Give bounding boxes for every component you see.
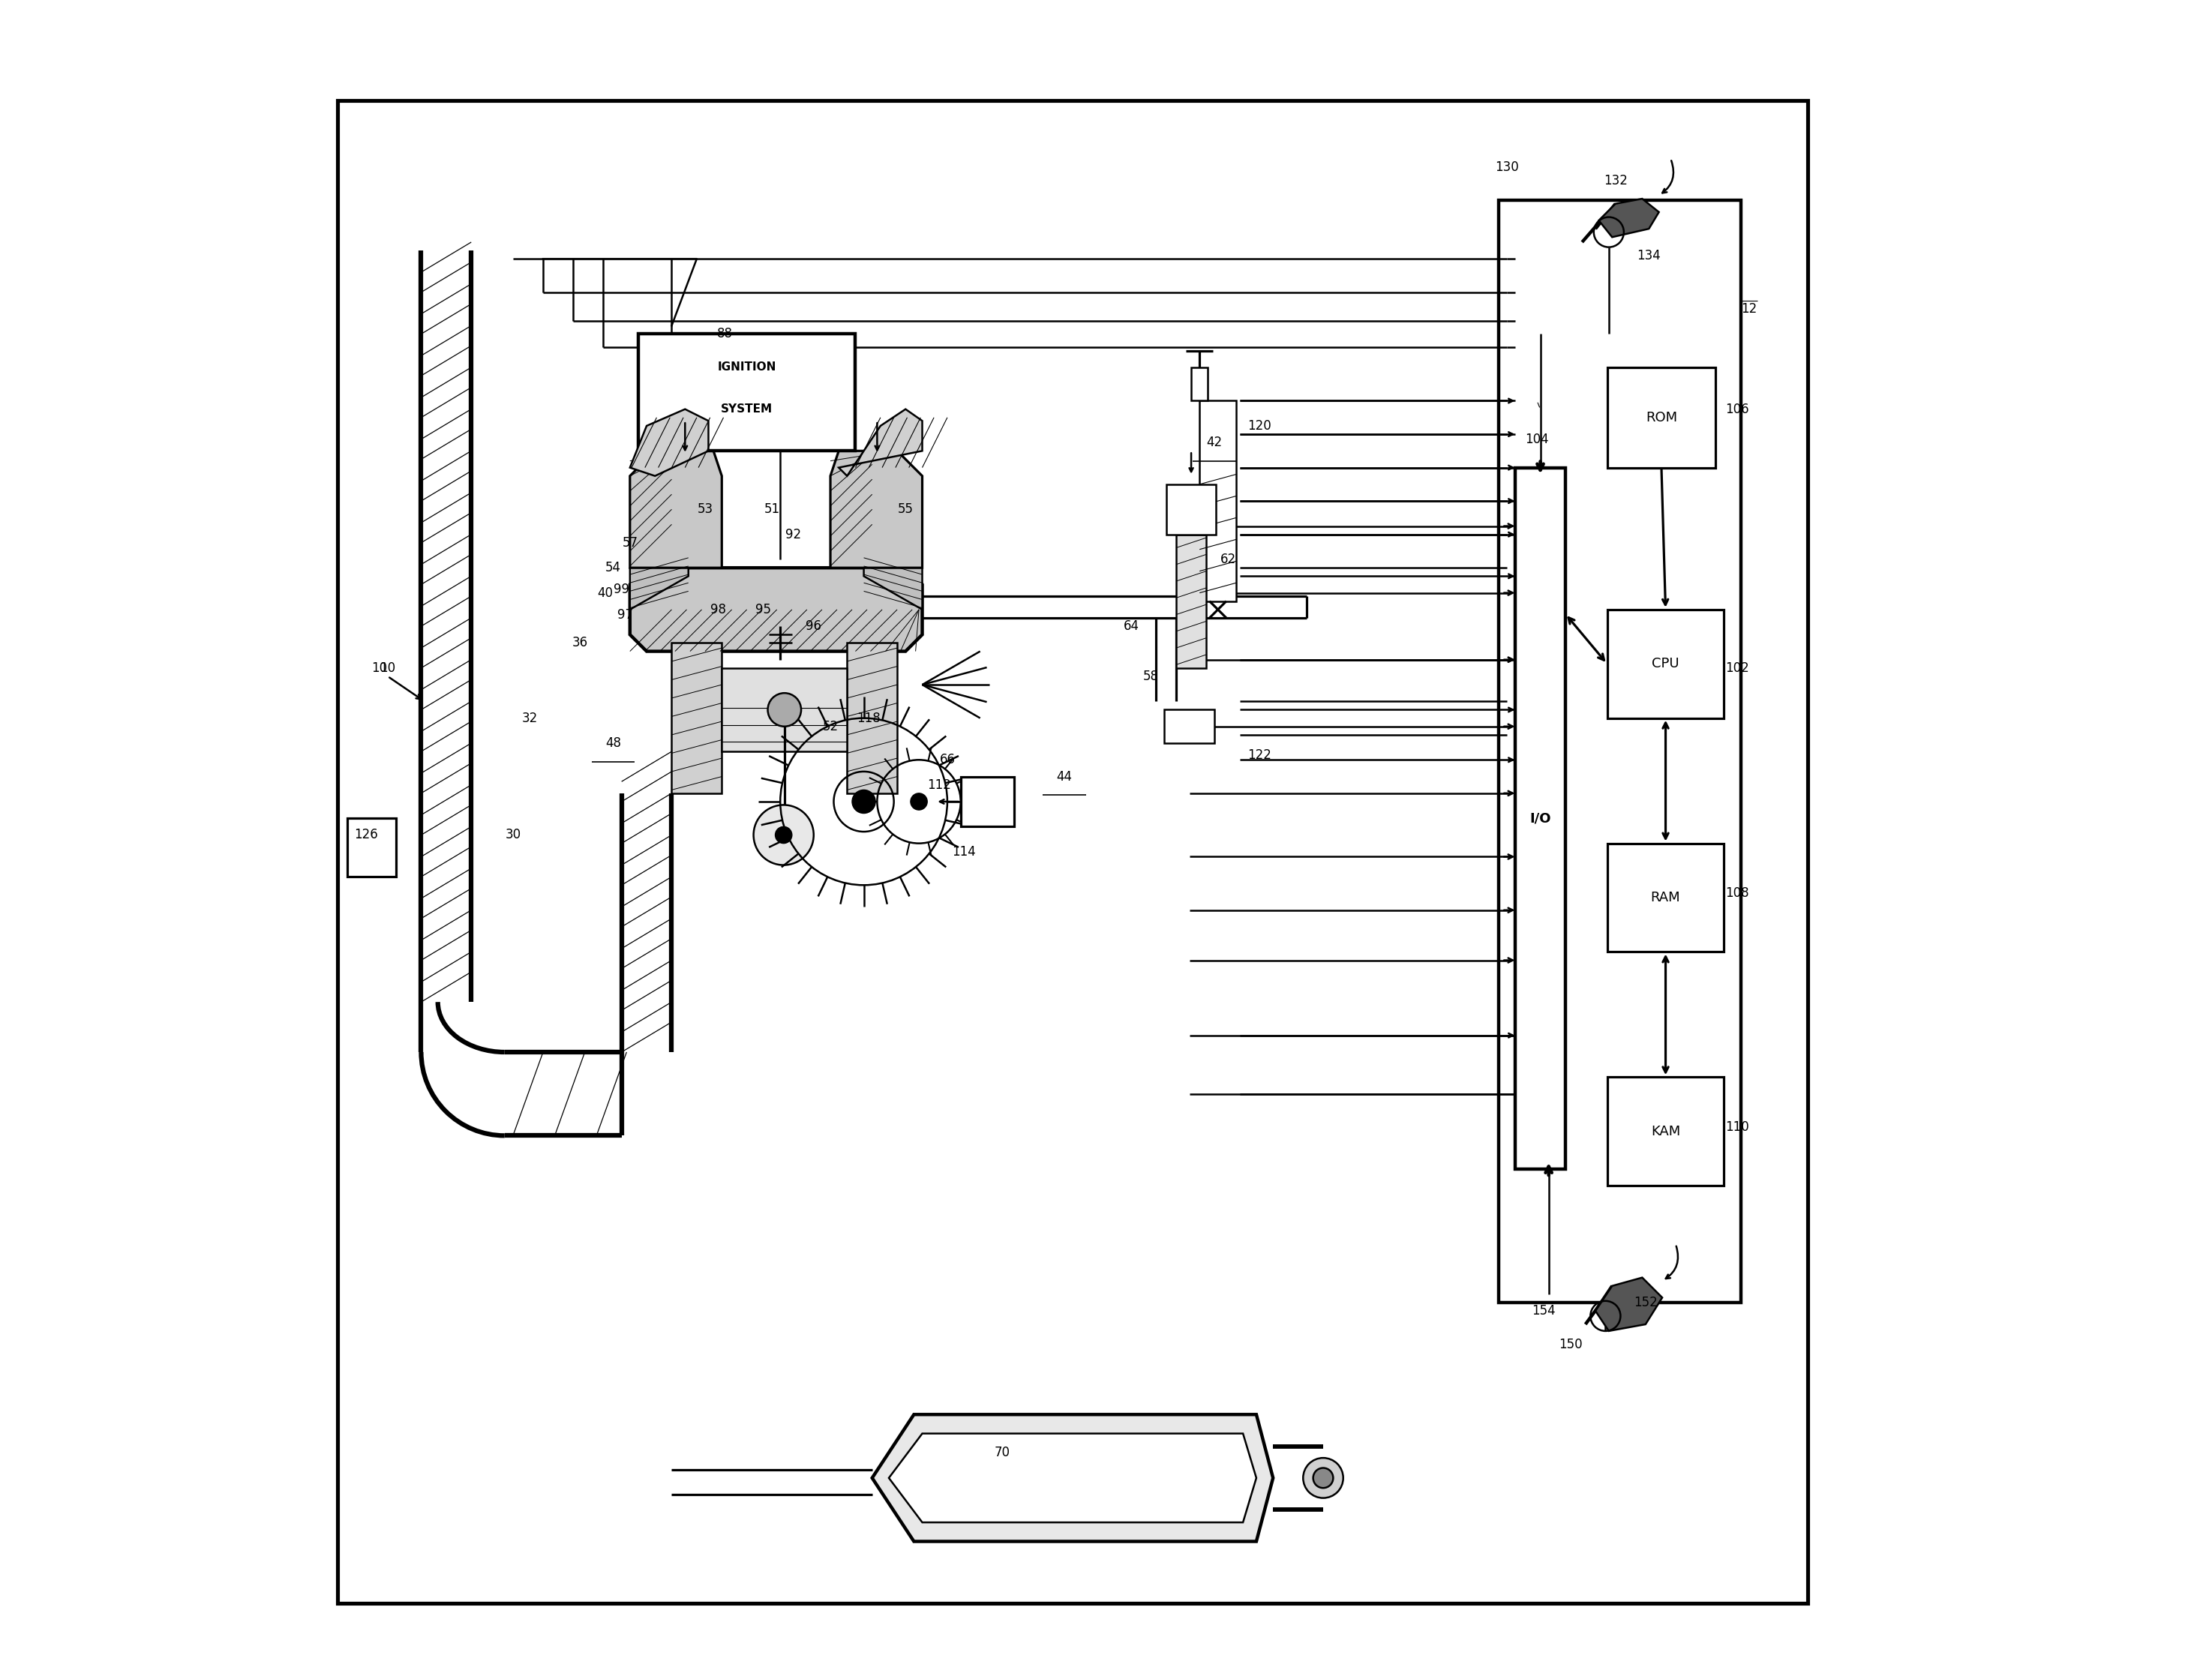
- Bar: [1164, 710, 1214, 743]
- Text: 106: 106: [1725, 402, 1750, 416]
- Text: CPU: CPU: [1652, 656, 1679, 671]
- Polygon shape: [1595, 1278, 1661, 1331]
- Text: 48: 48: [606, 736, 622, 750]
- Text: 150: 150: [1559, 1338, 1582, 1351]
- Text: 10: 10: [380, 661, 396, 675]
- Bar: [338, 100, 1807, 1603]
- Polygon shape: [630, 568, 922, 651]
- Circle shape: [774, 827, 792, 843]
- Bar: [1498, 200, 1741, 1303]
- Circle shape: [754, 805, 814, 865]
- Text: 32: 32: [522, 711, 538, 725]
- Circle shape: [768, 693, 801, 726]
- Text: 70: 70: [995, 1446, 1011, 1460]
- Text: 44: 44: [1057, 770, 1073, 783]
- Text: ROM: ROM: [1646, 411, 1677, 424]
- Polygon shape: [630, 451, 721, 568]
- Text: 64: 64: [1124, 620, 1139, 633]
- Text: IGNITION: IGNITION: [717, 362, 776, 372]
- Bar: [721, 668, 847, 752]
- Text: 122: 122: [1248, 748, 1272, 762]
- Text: 10: 10: [372, 661, 387, 675]
- Text: 66: 66: [940, 753, 956, 767]
- Text: 97: 97: [617, 608, 633, 621]
- Bar: [1608, 610, 1723, 718]
- Text: 132: 132: [1604, 174, 1628, 187]
- Text: 102: 102: [1725, 661, 1750, 675]
- Text: 120: 120: [1248, 419, 1272, 433]
- Polygon shape: [630, 409, 708, 476]
- Circle shape: [1303, 1458, 1343, 1498]
- Text: 108: 108: [1725, 887, 1750, 900]
- Text: KAM: KAM: [1650, 1124, 1681, 1139]
- Text: 88: 88: [717, 327, 732, 341]
- Text: I/O: I/O: [1531, 812, 1551, 825]
- Text: 48: 48: [606, 736, 622, 750]
- Text: 112: 112: [927, 778, 951, 792]
- Text: 44: 44: [1057, 770, 1073, 783]
- Text: 12: 12: [1741, 302, 1756, 316]
- Text: 98: 98: [710, 603, 726, 616]
- Text: 126: 126: [354, 828, 378, 842]
- Polygon shape: [872, 1414, 1274, 1541]
- Bar: [1177, 534, 1206, 668]
- Text: 54: 54: [606, 561, 622, 574]
- Text: 104: 104: [1524, 433, 1548, 446]
- Text: 58: 58: [1144, 670, 1159, 683]
- Polygon shape: [865, 534, 922, 610]
- Text: 40: 40: [597, 586, 613, 600]
- Text: SYSTEM: SYSTEM: [721, 404, 772, 414]
- Text: 55: 55: [898, 503, 914, 516]
- Text: 114: 114: [951, 845, 975, 858]
- Bar: [960, 777, 1013, 827]
- Text: 36: 36: [573, 636, 588, 650]
- Text: 92: 92: [785, 528, 801, 541]
- Polygon shape: [1599, 199, 1659, 237]
- Circle shape: [1314, 1468, 1334, 1488]
- Polygon shape: [830, 451, 922, 568]
- Bar: [639, 334, 856, 451]
- Bar: [1515, 468, 1566, 1169]
- Polygon shape: [630, 534, 688, 610]
- Text: 152: 152: [1635, 1296, 1657, 1309]
- Text: 118: 118: [856, 711, 880, 725]
- Text: 42: 42: [1208, 436, 1223, 449]
- Text: 57: 57: [622, 536, 637, 549]
- Bar: [1608, 843, 1723, 952]
- Circle shape: [911, 793, 927, 810]
- Polygon shape: [889, 1433, 1256, 1523]
- Bar: [347, 818, 396, 877]
- Text: 42: 42: [1208, 436, 1223, 449]
- Bar: [1192, 367, 1208, 401]
- Text: 51: 51: [763, 503, 781, 516]
- Text: 154: 154: [1531, 1304, 1555, 1318]
- Text: 110: 110: [1725, 1121, 1750, 1134]
- Text: 53: 53: [697, 503, 712, 516]
- Polygon shape: [672, 643, 721, 793]
- Polygon shape: [838, 409, 922, 476]
- Text: 30: 30: [504, 828, 520, 842]
- Bar: [1608, 1077, 1723, 1186]
- Bar: [1608, 367, 1717, 468]
- Circle shape: [852, 790, 876, 813]
- Bar: [1166, 484, 1217, 534]
- Polygon shape: [847, 643, 898, 793]
- Text: 62: 62: [1221, 553, 1237, 566]
- Text: 52: 52: [823, 720, 838, 733]
- Text: 130: 130: [1495, 160, 1520, 174]
- Text: RAM: RAM: [1650, 890, 1681, 905]
- Bar: [1199, 401, 1237, 601]
- Text: 99: 99: [613, 583, 630, 596]
- Text: 96: 96: [805, 620, 821, 633]
- Text: 95: 95: [757, 603, 772, 616]
- Text: 134: 134: [1637, 249, 1661, 262]
